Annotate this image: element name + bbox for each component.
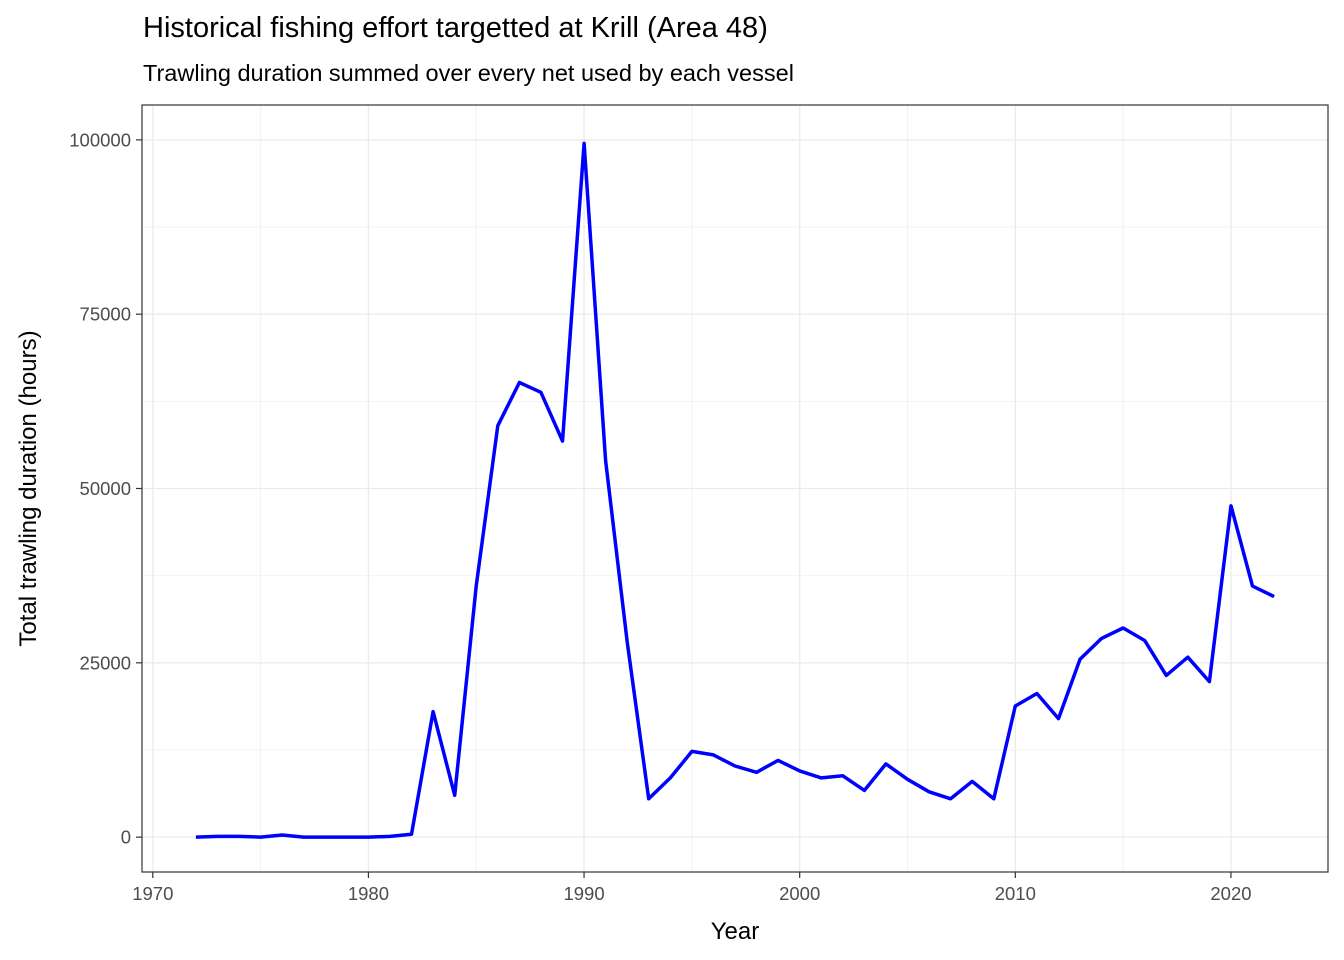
x-tick-label: 1970 (132, 883, 173, 904)
major-gridlines (142, 105, 1328, 872)
x-tick-label: 2000 (779, 883, 820, 904)
y-tick-label: 100000 (69, 129, 131, 150)
y-tick-label: 50000 (80, 478, 131, 499)
y-tick-label: 0 (121, 827, 131, 848)
chart-subtitle: Trawling duration summed over every net … (143, 60, 794, 86)
y-axis: 0 25000 50000 75000 100000 (69, 129, 142, 848)
series-line (195, 141, 1275, 839)
y-tick-label: 25000 (80, 652, 131, 673)
y-tick-label: 75000 (80, 304, 131, 325)
chart-title: Historical fishing effort targetted at K… (143, 12, 768, 44)
x-axis: 1970 1980 1990 2000 2010 2020 (132, 872, 1252, 904)
x-tick-label: 1980 (348, 883, 389, 904)
x-tick-label: 2020 (1210, 883, 1251, 904)
y-axis-title: Total trawling duration (hours) (15, 330, 42, 646)
x-tick-label: 1990 (563, 883, 604, 904)
x-tick-label: 2010 (995, 883, 1036, 904)
x-axis-title: Year (711, 918, 760, 945)
